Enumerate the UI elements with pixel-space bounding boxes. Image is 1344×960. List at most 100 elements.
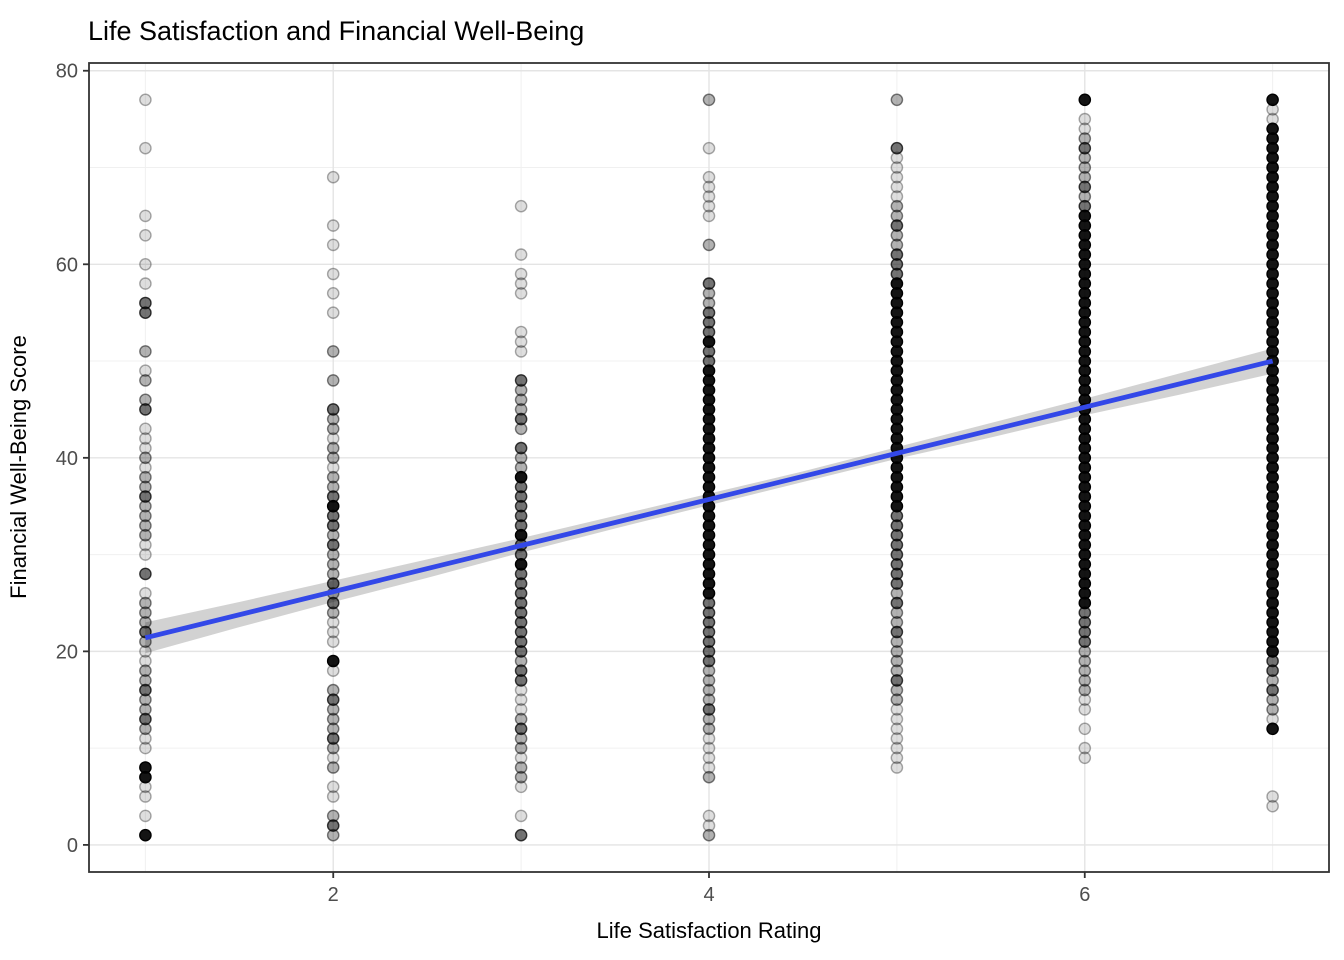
scatter-point bbox=[514, 751, 528, 765]
x-tick-label: 2 bbox=[328, 884, 339, 906]
scatter-point bbox=[1266, 693, 1279, 707]
scatter-point bbox=[1266, 664, 1279, 678]
scatter-point bbox=[890, 722, 904, 736]
scatter-point bbox=[326, 693, 340, 707]
scatter-point bbox=[1078, 141, 1092, 155]
scatter-point bbox=[514, 374, 528, 387]
scatter-point bbox=[702, 180, 716, 194]
scatter-point bbox=[1078, 703, 1092, 716]
scatter-point bbox=[139, 451, 152, 465]
scatter-point bbox=[139, 548, 152, 561]
scatter-point bbox=[514, 441, 528, 455]
scatter-point bbox=[514, 422, 528, 436]
scatter-point bbox=[514, 703, 528, 716]
scatter-point bbox=[1078, 751, 1092, 765]
scatter-point bbox=[702, 828, 716, 842]
scatter-point bbox=[514, 267, 528, 281]
scatter-point bbox=[702, 238, 716, 252]
scatter-point bbox=[326, 625, 340, 639]
scatter-point bbox=[326, 286, 340, 300]
scatter-point bbox=[139, 567, 152, 581]
scatter-point bbox=[139, 770, 152, 784]
scatter-point bbox=[890, 635, 904, 649]
scatter-point bbox=[139, 596, 152, 610]
scatter-point bbox=[1078, 180, 1092, 194]
y-tick-label: 80 bbox=[56, 61, 78, 83]
scatter-point bbox=[1266, 722, 1279, 736]
scatter-point bbox=[514, 335, 528, 349]
scatter-point bbox=[139, 683, 152, 697]
y-axis-title: Financial Well-Being Score bbox=[6, 335, 31, 599]
scatter-point bbox=[139, 470, 152, 484]
scatter-point bbox=[326, 819, 340, 832]
scatter-point bbox=[890, 674, 904, 687]
scatter-point bbox=[1078, 654, 1092, 668]
scatter-point bbox=[702, 93, 716, 107]
scatter-point bbox=[1078, 674, 1092, 687]
scatter-point bbox=[514, 732, 528, 745]
scatter-point bbox=[1078, 112, 1092, 126]
scatter-point bbox=[326, 790, 340, 803]
scatter-point bbox=[702, 703, 716, 716]
scatter-point bbox=[702, 141, 716, 155]
scatter-point bbox=[890, 654, 904, 668]
scatter-point bbox=[702, 761, 716, 774]
scatter-point bbox=[1078, 693, 1092, 707]
scatter-point bbox=[326, 732, 340, 745]
x-axis-title: Life Satisfaction Rating bbox=[596, 918, 821, 943]
scatter-point bbox=[326, 470, 340, 484]
scatter-point bbox=[890, 645, 904, 658]
scatter-point bbox=[514, 645, 528, 658]
scatter-point bbox=[139, 741, 152, 755]
axis-ticks bbox=[83, 69, 1086, 878]
scatter-point bbox=[1266, 103, 1279, 116]
scatter-point bbox=[326, 412, 340, 426]
scatter-point bbox=[326, 558, 340, 571]
scatter-point bbox=[139, 654, 152, 668]
scatter-point bbox=[890, 596, 904, 610]
scatter-point bbox=[514, 248, 528, 261]
scatter-point bbox=[326, 374, 340, 387]
scatter-point bbox=[139, 306, 152, 320]
scatter-point bbox=[890, 703, 904, 716]
scatter-point bbox=[702, 199, 716, 213]
scatter-point bbox=[514, 277, 528, 290]
scatter-point bbox=[702, 712, 716, 726]
scatter-point bbox=[514, 393, 528, 407]
scatter-point bbox=[139, 141, 152, 155]
scatter-point bbox=[702, 751, 716, 765]
scatter-point bbox=[139, 441, 152, 455]
scatter-point bbox=[139, 528, 152, 542]
scatter-point bbox=[890, 577, 904, 590]
scatter-point bbox=[890, 93, 904, 107]
scatter-point bbox=[326, 461, 340, 474]
scatter-point bbox=[326, 828, 340, 842]
scatter-point bbox=[326, 441, 340, 455]
chart-title: Life Satisfaction and Financial Well-Bei… bbox=[88, 16, 584, 46]
scatter-point bbox=[1078, 683, 1092, 697]
x-tick-label: 6 bbox=[1079, 884, 1090, 906]
scatter-point bbox=[702, 190, 716, 203]
scatter-point bbox=[1078, 741, 1092, 755]
scatter-point bbox=[890, 732, 904, 745]
scatter-point bbox=[326, 548, 340, 561]
scatter-point bbox=[326, 712, 340, 726]
scatter-point bbox=[702, 170, 716, 184]
scatter-point bbox=[702, 770, 716, 784]
scatter-point bbox=[514, 693, 528, 707]
scatter-point bbox=[326, 170, 340, 184]
scatter-point bbox=[514, 741, 528, 755]
scatter-point bbox=[890, 683, 904, 697]
scatter-point bbox=[326, 780, 340, 794]
scatter-point bbox=[702, 277, 716, 290]
scatter-point bbox=[890, 606, 904, 620]
scatter-point bbox=[702, 722, 716, 736]
scatter-point bbox=[514, 674, 528, 687]
scatter-point bbox=[139, 277, 152, 290]
scatter-point bbox=[514, 286, 528, 300]
scatter-point bbox=[326, 422, 340, 436]
axis-tick-labels: 0 20 40 60 80 2 4 6 bbox=[56, 61, 1091, 906]
scatter-point bbox=[514, 770, 528, 784]
